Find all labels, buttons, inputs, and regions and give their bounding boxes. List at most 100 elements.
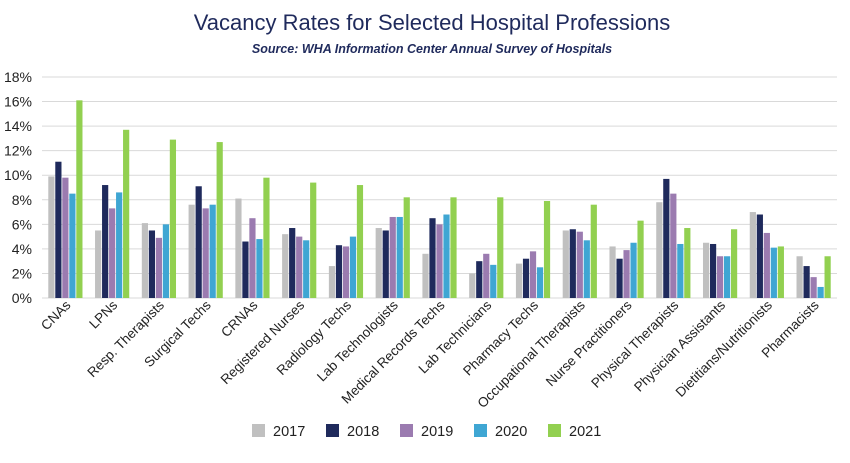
bar [263,177,270,298]
bar [536,267,544,298]
bar [375,228,382,298]
bar [803,266,810,298]
bar [209,204,216,298]
bar [396,216,403,298]
bar [616,258,623,298]
bar [716,256,724,298]
bar [188,204,195,298]
bar [256,239,263,298]
bar [422,253,429,298]
legend-swatch [474,424,487,437]
y-tick-label: 0% [12,290,32,306]
bar [195,186,202,298]
bar [723,256,731,298]
bar [450,197,457,298]
bar [590,204,597,298]
bar [663,178,670,298]
bar [382,230,389,298]
legend-label: 2018 [347,424,379,440]
bar [289,228,296,298]
bar [282,234,289,298]
bar [328,266,336,298]
bar [677,243,684,298]
bar [169,139,177,298]
bar [102,185,109,298]
x-tick-label: Lab Technologists [314,297,401,384]
bar [670,193,677,298]
bar [529,251,537,298]
bar [576,231,583,298]
bar [242,241,249,298]
bars [48,100,831,298]
y-tick-label: 8% [12,192,32,208]
legend-swatch [326,424,339,437]
legend: 2017 2018 2019 2020 2021 [252,424,601,440]
bar [69,193,76,298]
bar [436,224,443,298]
x-tick-label: Registered Nurses [218,297,308,387]
y-axis: 0% 2% 4% 6% 8% 10% 12% 14% 16% 18% [4,69,32,306]
chart-subtitle: Source: WHA Information Center Annual Su… [252,42,612,56]
x-tick-label: Physical Therapists [588,297,681,390]
bar [817,286,824,298]
bar [202,208,209,298]
bar [148,230,156,298]
y-tick-label: 12% [4,143,32,159]
x-tick-label: Physician Assistants [631,297,728,394]
bar [303,240,310,298]
bar [95,230,102,298]
bar [335,245,343,298]
bar [709,243,717,298]
bar [810,277,817,298]
bar [342,246,350,298]
bar [583,240,590,298]
y-tick-label: 4% [12,241,32,257]
y-tick-label: 18% [4,69,32,85]
bar [141,223,149,298]
bar [48,176,55,298]
bar [749,212,756,298]
y-tick-label: 10% [4,167,32,183]
bar [429,218,436,298]
bar [55,161,62,298]
bar [770,247,777,298]
bar [296,236,303,298]
bar [490,264,497,298]
y-tick-label: 6% [12,216,32,232]
bar [543,201,551,298]
bar [777,246,784,298]
bar [216,142,223,298]
y-tick-label: 2% [12,265,32,281]
legend-label: 2019 [421,424,453,440]
bar [403,197,410,298]
bar [730,229,738,298]
y-tick-label: 16% [4,94,32,110]
bar [469,273,476,298]
bar [162,224,170,298]
legend-label: 2021 [569,424,601,440]
x-tick-label: LPNs [86,297,120,331]
legend-label: 2017 [273,424,305,440]
bar [155,237,163,298]
x-tick-label: CRNAs [218,297,261,340]
bar [702,242,710,298]
bar [763,232,770,298]
bar [796,256,803,298]
bar [235,198,242,298]
bar [637,220,644,298]
bar [62,177,69,298]
bar [515,263,523,298]
x-tick-label: CNAs [38,297,74,333]
bar [123,129,130,298]
bar [569,229,576,298]
legend-label: 2020 [495,424,527,440]
bar [756,214,763,298]
bar [522,258,530,298]
bar [310,182,317,298]
bar [684,228,691,298]
x-tick-label: Nurse Practitioners [543,297,635,389]
bar [476,261,483,298]
bar [349,236,357,298]
